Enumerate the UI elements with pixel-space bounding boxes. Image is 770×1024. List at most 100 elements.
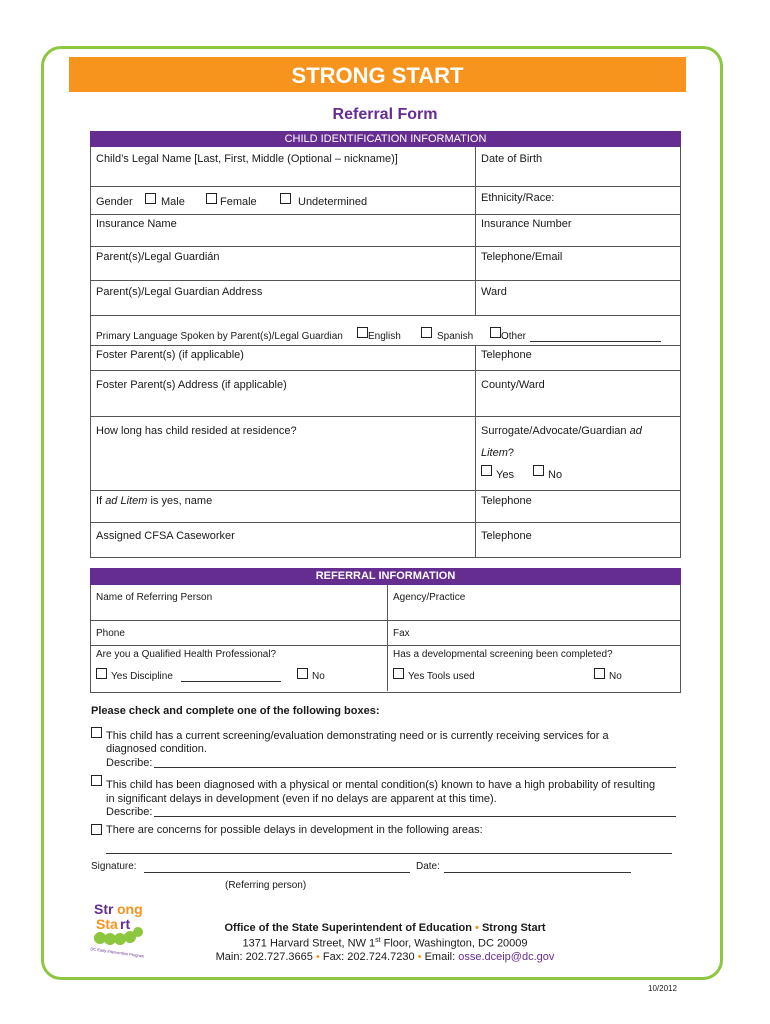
discipline-blank[interactable] bbox=[181, 671, 281, 682]
insurance-number-field[interactable]: Insurance Number bbox=[481, 218, 572, 230]
option3-areas-blank[interactable] bbox=[106, 843, 672, 854]
litem-label: Litem? bbox=[481, 447, 514, 459]
svg-text:ong: ong bbox=[117, 901, 143, 917]
qhp-question: Are you a Qualified Health Professional? bbox=[96, 649, 277, 660]
qhp-no-checkbox[interactable] bbox=[297, 668, 308, 679]
phone-field[interactable]: Phone bbox=[96, 628, 125, 639]
bullet: • bbox=[475, 922, 479, 934]
address-end: Floor, Washington, DC 20009 bbox=[380, 937, 528, 950]
other-language-label: Other bbox=[501, 331, 527, 342]
footer-office-line: Office of the State Superintendent of Ed… bbox=[0, 922, 770, 934]
english-checkbox[interactable] bbox=[357, 327, 368, 338]
option2-describe-blank[interactable] bbox=[154, 806, 676, 817]
residence-duration-field[interactable]: How long has child resided at residence? bbox=[96, 425, 297, 437]
undetermined-label: Undetermined bbox=[298, 196, 368, 208]
guardian-field[interactable]: Parent(s)/Legal Guardián bbox=[96, 251, 220, 263]
cfsa-caseworker-field[interactable]: Assigned CFSA Caseworker bbox=[96, 530, 235, 542]
footer-contact: Main: 202.727.3665 • Fax: 202.724.7230 •… bbox=[0, 951, 770, 963]
fax-field[interactable]: Fax bbox=[393, 628, 410, 639]
form-subtitle: Referral Form bbox=[332, 106, 438, 123]
referral-information-table bbox=[90, 568, 681, 693]
screening-yes-checkbox[interactable] bbox=[393, 668, 404, 679]
ad-litem-telephone-field[interactable]: Telephone bbox=[481, 495, 532, 507]
qhp-yes-discipline-label: Yes Discipline bbox=[111, 671, 173, 682]
option2-checkbox[interactable] bbox=[91, 775, 102, 786]
county-ward-field[interactable]: County/Ward bbox=[481, 379, 545, 391]
agency-practice-field[interactable]: Agency/Practice bbox=[393, 592, 466, 603]
screening-question: Has a developmental screening been compl… bbox=[393, 649, 613, 660]
guardian-telephone-email-field[interactable]: Telephone/Email bbox=[481, 251, 563, 263]
referring-person-caption: (Referring person) bbox=[225, 880, 307, 891]
signature-label: Signature: bbox=[91, 861, 137, 872]
female-checkbox[interactable] bbox=[206, 193, 217, 204]
question-mark: ? bbox=[507, 447, 515, 459]
surrogate-label: Surrogate/Advocate/Guardian ad bbox=[481, 425, 642, 437]
guardian-address-field[interactable]: Parent(s)/Legal Guardian Address bbox=[96, 286, 263, 298]
if-text: If bbox=[96, 495, 103, 507]
ad-litem-yes-checkbox[interactable] bbox=[481, 465, 492, 476]
ad-text: ad bbox=[629, 425, 642, 437]
spanish-label: Spanish bbox=[437, 331, 474, 342]
other-language-checkbox[interactable] bbox=[490, 327, 501, 338]
bullet: • bbox=[315, 951, 320, 963]
ad-litem-text: ad Litem bbox=[105, 495, 148, 507]
male-label: Male bbox=[161, 196, 185, 208]
option1-describe-label: Describe: bbox=[106, 757, 153, 769]
referring-person-name-field[interactable]: Name of Referring Person bbox=[96, 592, 213, 603]
foster-address-field[interactable]: Foster Parent(s) Address (if applicable) bbox=[96, 379, 287, 391]
screening-yes-tools-label: Yes Tools used bbox=[408, 671, 475, 682]
bullet: • bbox=[417, 951, 422, 963]
option1-describe-blank[interactable] bbox=[154, 757, 676, 768]
option2-text-line1: This child has been diagnosed with a phy… bbox=[106, 779, 656, 791]
english-label: English bbox=[368, 331, 401, 342]
spanish-checkbox[interactable] bbox=[421, 327, 432, 338]
main-phone: Main: 202.727.3665 bbox=[215, 951, 313, 963]
child-section-heading: CHILD IDENTIFICATION INFORMATION bbox=[90, 131, 681, 147]
foster-parent-field[interactable]: Foster Parent(s) (if applicable) bbox=[96, 349, 244, 361]
ethnicity-field[interactable]: Ethnicity/Race: bbox=[481, 192, 555, 204]
date-of-birth-field[interactable]: Date of Birth bbox=[481, 153, 543, 165]
qhp-yes-checkbox[interactable] bbox=[96, 668, 107, 679]
revision-date: 10/2012 bbox=[648, 984, 677, 993]
footer-address: 1371 Harvard Street, NW 1st Floor, Washi… bbox=[0, 937, 770, 950]
date-label: Date: bbox=[416, 861, 440, 872]
other-language-blank[interactable] bbox=[530, 331, 661, 342]
option3-checkbox[interactable] bbox=[91, 824, 102, 835]
svg-text:Sta: Sta bbox=[96, 916, 118, 932]
ad-litem-no-checkbox[interactable] bbox=[533, 465, 544, 476]
fax-number: Fax: 202.724.7230 bbox=[322, 951, 415, 963]
is-yes-name-text: is yes, name bbox=[147, 495, 213, 507]
date-blank[interactable] bbox=[444, 862, 631, 873]
option1-checkbox[interactable] bbox=[91, 727, 102, 738]
undetermined-checkbox[interactable] bbox=[280, 193, 291, 204]
child-legal-name-field[interactable]: Child’s Legal Name [Last, First, Middle … bbox=[96, 153, 398, 165]
option1-text-line1: This child has a current screening/evalu… bbox=[106, 730, 609, 742]
primary-language-label: Primary Language Spoken by Parent(s)/Leg… bbox=[96, 331, 343, 342]
address-start: 1371 Harvard Street, NW 1 bbox=[242, 937, 376, 950]
option3-text: There are concerns for possible delays i… bbox=[106, 824, 483, 836]
green-page-frame bbox=[41, 46, 723, 980]
litem-text: Litem bbox=[481, 447, 508, 459]
strong-start-logo: Str ong Sta rt DC Early Intervention Pro… bbox=[88, 898, 148, 960]
insurance-name-field[interactable]: Insurance Name bbox=[96, 218, 177, 230]
option2-describe-label: Describe: bbox=[106, 806, 153, 818]
program-name: Strong Start bbox=[481, 922, 546, 934]
ad-litem-name-field[interactable]: If ad Litem is yes, name bbox=[96, 495, 212, 507]
signature-blank[interactable] bbox=[144, 862, 410, 873]
screening-no-checkbox[interactable] bbox=[594, 668, 605, 679]
office-name: Office of the State Superintendent of Ed… bbox=[224, 922, 472, 934]
ad-litem-no-label: No bbox=[548, 469, 563, 481]
screening-no-label: No bbox=[609, 671, 622, 682]
foster-telephone-field[interactable]: Telephone bbox=[481, 349, 532, 361]
qhp-no-label: No bbox=[312, 671, 325, 682]
ad-litem-yes-label: Yes bbox=[496, 469, 514, 481]
female-label: Female bbox=[220, 196, 257, 208]
instruction-heading: Please check and complete one of the fol… bbox=[91, 705, 380, 717]
caseworker-telephone-field[interactable]: Telephone bbox=[481, 530, 532, 542]
option2-text-line2: in significant delays in development (ev… bbox=[106, 793, 497, 805]
email-label: Email: bbox=[424, 951, 459, 963]
ward-field[interactable]: Ward bbox=[481, 286, 507, 298]
male-checkbox[interactable] bbox=[145, 193, 156, 204]
email-link[interactable]: osse.dceip@dc.gov bbox=[458, 951, 555, 963]
